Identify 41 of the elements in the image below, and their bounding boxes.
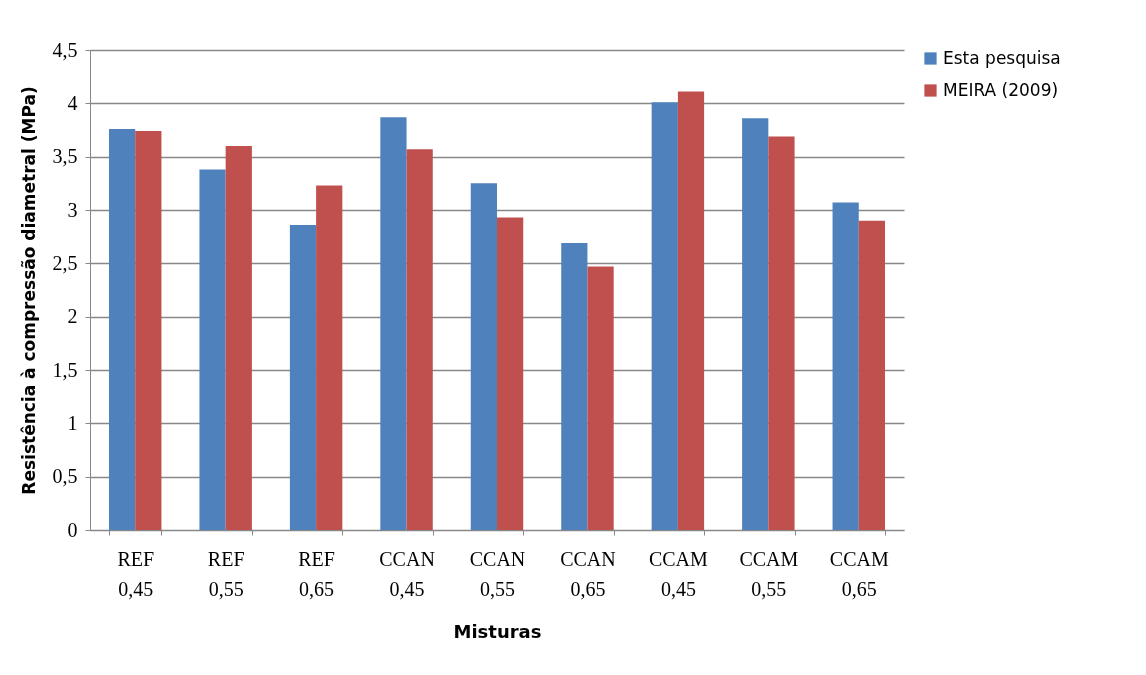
y-tick-label: 2,5	[52, 251, 78, 274]
y-tick-label: 1	[67, 411, 78, 434]
bar	[470, 183, 497, 530]
bar	[768, 136, 795, 530]
x-tick-label: REF 0,45	[117, 547, 155, 600]
bar	[108, 128, 136, 530]
bar	[561, 243, 588, 530]
bar	[406, 149, 433, 530]
bar	[225, 146, 252, 530]
y-tick-label: 2	[67, 305, 78, 328]
bar	[380, 117, 407, 530]
bar	[135, 131, 162, 530]
y-axis-title: Resistência à compressão diametral (MPa)	[18, 86, 39, 495]
y-tick-label: 3	[67, 198, 78, 221]
y-tick-label: 0	[67, 518, 78, 541]
bar	[858, 220, 886, 530]
legend-label: Esta pesquisa	[943, 47, 1061, 68]
x-tick-label: CCAM 0,65	[829, 547, 889, 600]
bar	[677, 91, 705, 530]
x-tick-label: REF 0,65	[298, 547, 335, 600]
bar	[587, 266, 614, 530]
bar	[832, 202, 859, 530]
legend-label: MEIRA (2009)	[943, 79, 1059, 100]
x-tick-label: CCAN 0,65	[560, 547, 616, 600]
x-axis-title: Misturas	[453, 620, 542, 642]
x-tick-label: CCAM 0,55	[739, 547, 799, 600]
x-tick-label: CCAN 0,55	[469, 547, 526, 600]
bar	[289, 224, 317, 530]
bar	[497, 217, 524, 530]
x-tick-label: REF 0,55	[207, 547, 245, 600]
x-tick-label: CCAN 0,45	[379, 547, 435, 600]
y-tick-label: 3,5	[52, 145, 78, 168]
bar	[742, 118, 769, 530]
y-tick-label: 4,5	[52, 38, 78, 61]
bar	[199, 169, 226, 530]
bar	[316, 185, 343, 530]
x-tick-label: CCAM 0,45	[648, 547, 709, 600]
y-tick-label: 0,5	[52, 465, 78, 488]
y-tick-label: 4	[67, 91, 78, 114]
y-tick-label: 1,5	[52, 358, 78, 381]
bar	[651, 102, 678, 530]
